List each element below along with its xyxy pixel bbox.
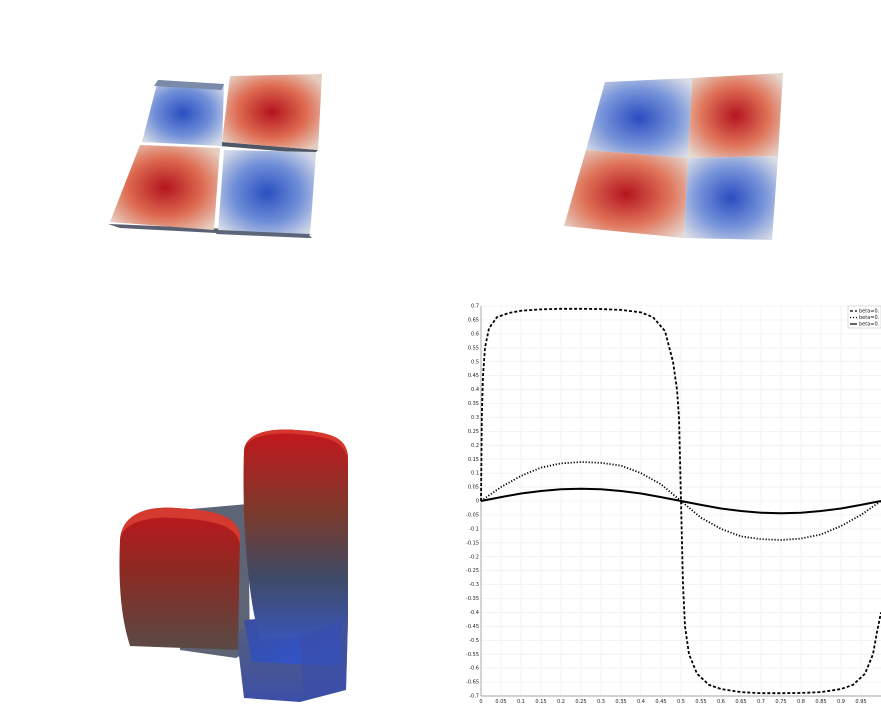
x-tick-label: 0.15 [535,699,546,705]
line-chart: 0.7 0.65 0.6 0.55 0.5 0.45 0.4 0.35 0.3 0.25 0.2 0.… [466,304,881,705]
surface-warped-low-graphic [108,74,322,238]
x-tick-label: 0.3 [597,699,605,705]
y-tick-label: -0.65 [466,680,479,686]
render-view-flat[interactable] [440,0,881,290]
legend-label: beta=0. [859,315,880,321]
x-tick-label: 0.25 [575,699,586,705]
render-view-warped-high[interactable] [0,290,440,707]
x-tick-label: 0.95 [855,699,866,705]
y-tick-label: 0.35 [468,401,479,407]
x-tick-label: 0.7 [757,699,765,705]
y-tick-label: 0.15 [468,457,479,463]
chart-axes: 0.7 0.65 0.6 0.55 0.5 0.45 0.4 0.35 0.3 0.25 0.2 0.… [466,304,881,705]
chart-series [480,307,881,695]
y-tick-label: 0.4 [471,387,479,393]
y-tick-label: -0.05 [466,513,479,519]
legend-label: beta=0. [859,309,880,315]
y-tick-label: 0.6 [471,331,479,337]
x-tick-label: 0.05 [495,699,506,705]
x-tick-label: 0.8 [797,699,805,705]
y-tick-label: 0.05 [468,485,479,491]
y-tick-label: -0.35 [466,596,479,602]
chart-legend: beta=0.beta=0.beta=0. [847,305,881,329]
y-tick-label: -0.25 [466,568,479,574]
line-chart-panel[interactable]: 0.7 0.65 0.6 0.55 0.5 0.45 0.4 0.35 0.3 0.25 0.2 0.… [440,290,881,707]
render-view-warped-low[interactable] [0,0,440,290]
y-tick-label: -0.4 [469,610,479,616]
y-tick-label: 0.65 [468,318,479,324]
x-tick-label: 0.9 [837,699,845,705]
x-tick-label: 0.65 [735,699,746,705]
y-tick-label: -0.15 [466,540,479,546]
x-tick-label: 0.35 [615,699,626,705]
y-tick-label: -0.55 [466,652,479,658]
x-tick-label: 0.75 [775,699,786,705]
y-tick-label: -0.5 [469,638,479,644]
legend-label: beta=0. [859,322,880,328]
x-tick-label: 0.1 [517,699,525,705]
surface-flat-graphic [564,73,783,240]
y-tick-label: -0.1 [469,526,479,532]
x-tick-label: 0.85 [815,699,826,705]
series-line-1 [480,307,881,695]
x-tick-label: 0.2 [557,699,565,705]
y-tick-label: 0.25 [468,429,479,435]
x-tick-label: 0 [479,699,482,705]
y-tick-label: 0.55 [468,345,479,351]
x-tick-label: 0.55 [695,699,706,705]
x-tick-label: 0.6 [717,699,725,705]
y-tick-label: -0.2 [469,554,479,560]
y-tick-label: 0.3 [471,415,479,421]
x-tick-label: 0.45 [655,699,666,705]
y-tick-label: -0.45 [466,624,479,630]
y-tick-label: -0.3 [469,582,479,588]
y-tick-label: 0 [476,499,479,505]
y-tick-label: 0.1 [471,471,479,477]
x-tick-label: 0.5 [677,699,685,705]
y-tick-label: 0.5 [471,359,479,365]
y-tick-label: 0.7 [471,304,479,310]
surface-warped-high-graphic [119,429,348,702]
y-tick-label: -0.7 [469,694,479,700]
series-line-3 [480,487,881,515]
y-tick-label: 0.2 [471,443,479,449]
y-tick-label: 0.45 [468,373,479,379]
x-tick-label: 0.4 [637,699,645,705]
y-tick-label: -0.6 [469,666,479,672]
